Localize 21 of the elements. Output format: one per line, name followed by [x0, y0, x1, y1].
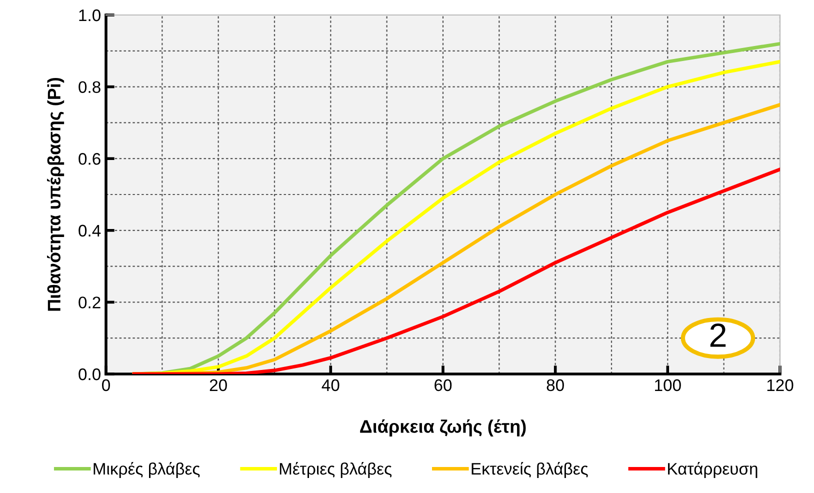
legend-label: Μέτριες βλάβες: [280, 462, 392, 478]
annotation: 2: [710, 323, 726, 347]
x-axis-title: Διάρκεια ζωής (έτη): [360, 419, 526, 436]
y-tick-label: 0.6: [78, 153, 100, 165]
x-tick-label: 60: [434, 379, 452, 392]
legend-label: Μικρές βλάβες: [94, 462, 200, 478]
x-tick-label: 0: [102, 379, 110, 392]
x-tick-label: 20: [210, 379, 227, 392]
x-tick-label: 100: [655, 379, 681, 392]
x-tick-label: 40: [322, 379, 340, 392]
legend-label: Εκτενείς βλάβες: [472, 462, 588, 478]
y-axis-title: Πιθανότητα υπέρβασης (Pi): [47, 78, 64, 311]
y-tick-label: 0.4: [78, 224, 101, 237]
x-tick-label: 80: [546, 379, 564, 392]
legend-label: Κατάρρευση: [668, 462, 758, 478]
line-series: [132, 168, 780, 374]
y-tick-label: 0.2: [78, 296, 100, 308]
y-tick-label: 1.0: [79, 9, 100, 22]
x-tick-label: 120: [767, 379, 794, 392]
y-tick-label: 0.0: [78, 368, 100, 380]
y-tick-label: 0.8: [78, 81, 100, 94]
